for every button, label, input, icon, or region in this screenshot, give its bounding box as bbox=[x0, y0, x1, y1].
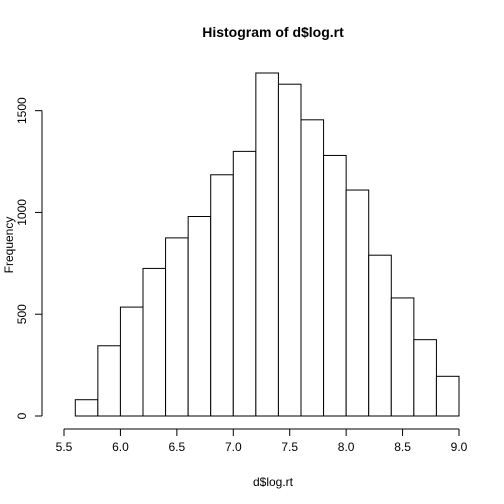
bars-group bbox=[74, 72, 460, 417]
y-tick-label: 1000 bbox=[15, 199, 29, 226]
histogram-bar-7 bbox=[210, 174, 234, 417]
x-tick-label: 7.5 bbox=[281, 440, 298, 454]
x-tick-label: 8.5 bbox=[394, 440, 411, 454]
histogram-bar-17 bbox=[435, 375, 460, 417]
histogram-bar-10 bbox=[277, 83, 302, 417]
histogram-bar-1 bbox=[74, 399, 99, 417]
y-axis: 0 500 1000 1500 bbox=[15, 97, 43, 419]
x-axis: 5.5 6.0 6.5 7.0 7.5 8.0 8.5 9.0 bbox=[56, 428, 468, 454]
histogram-bar-15 bbox=[390, 297, 415, 417]
histogram-bar-13 bbox=[345, 189, 370, 417]
x-tick-label: 8.0 bbox=[338, 440, 355, 454]
histogram-bar-3 bbox=[119, 306, 144, 417]
histogram-bar-2 bbox=[97, 345, 121, 417]
histogram-bar-16 bbox=[413, 339, 437, 417]
x-tick-label: 7.0 bbox=[225, 440, 242, 454]
histogram-bar-8 bbox=[232, 150, 257, 417]
y-tick-label: 500 bbox=[15, 304, 29, 324]
chart-title: Histogram of d$log.rt bbox=[202, 24, 344, 40]
histogram-bar-5 bbox=[165, 237, 189, 417]
histogram-bar-4 bbox=[142, 267, 167, 417]
y-tick-label: 1500 bbox=[15, 97, 29, 124]
x-tick-label: 6.0 bbox=[112, 440, 129, 454]
x-tick-label: 6.5 bbox=[169, 440, 186, 454]
x-tick-label: 9.0 bbox=[451, 440, 468, 454]
histogram-bar-12 bbox=[323, 154, 347, 417]
y-tick-label: 0 bbox=[15, 412, 29, 419]
y-axis-label: Frequency bbox=[2, 217, 16, 274]
histogram-bar-9 bbox=[255, 72, 279, 417]
histogram-bar-6 bbox=[187, 216, 212, 417]
x-axis-label: d$log.rt bbox=[253, 475, 294, 489]
histogram-bar-14 bbox=[368, 254, 392, 417]
histogram-bar-11 bbox=[300, 119, 325, 417]
x-tick-label: 5.5 bbox=[56, 440, 73, 454]
